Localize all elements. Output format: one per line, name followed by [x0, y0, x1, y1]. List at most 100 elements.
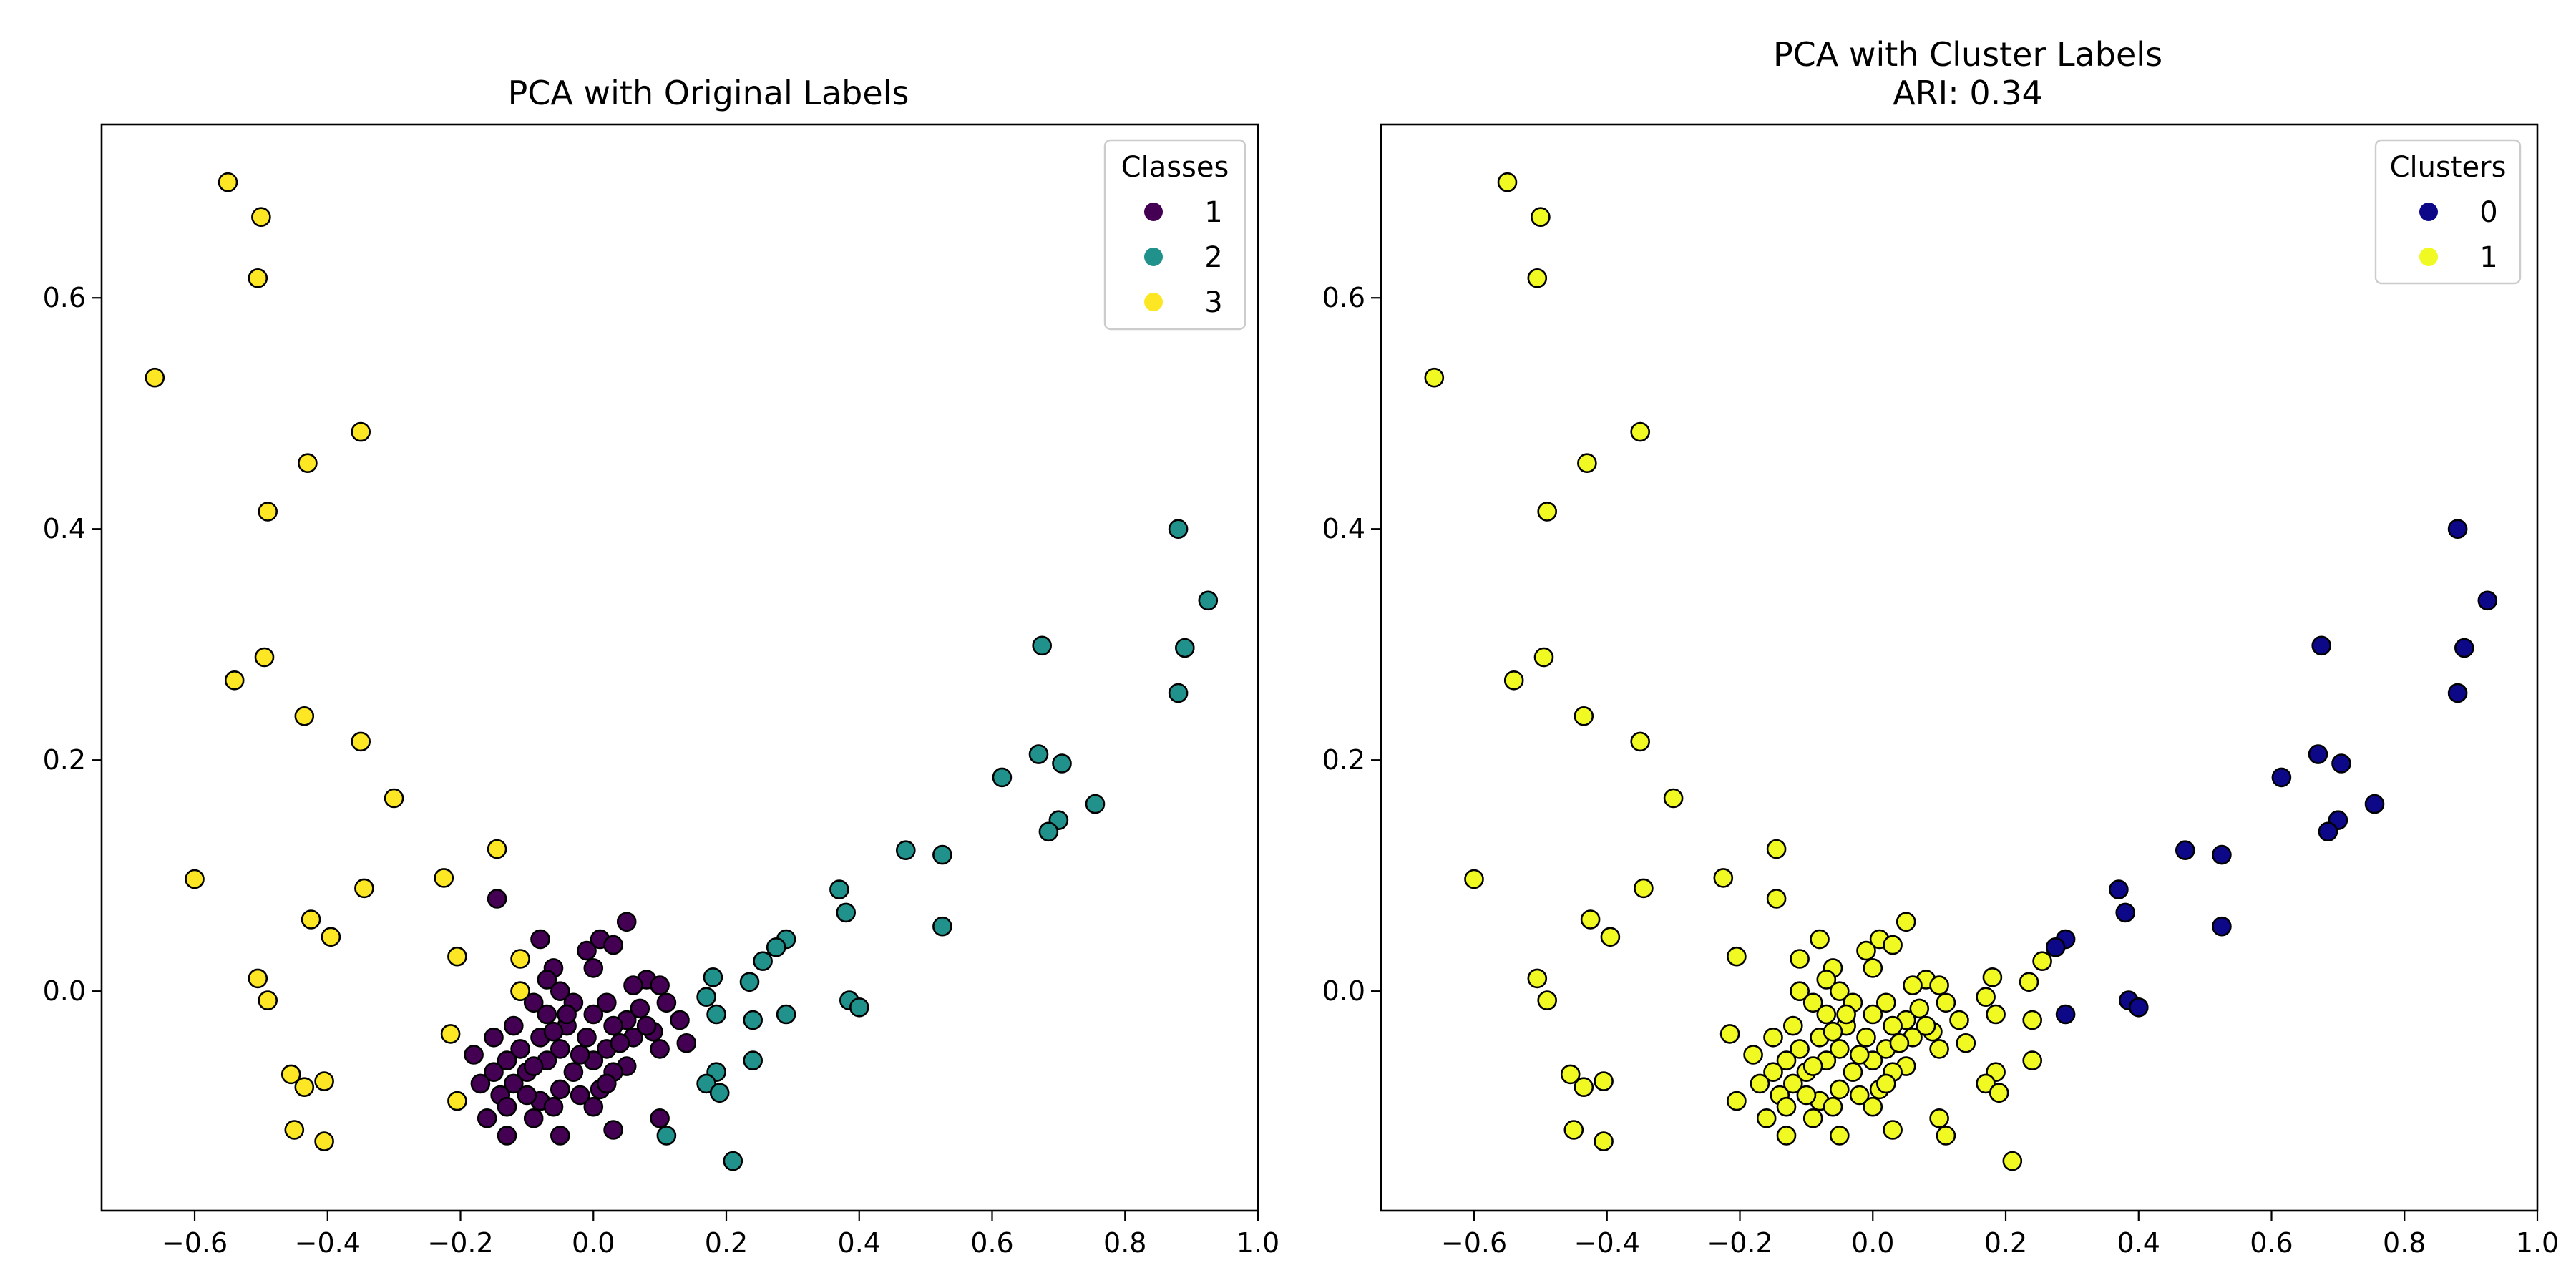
scatter-point — [258, 990, 278, 1010]
scatter-point — [1936, 1126, 1956, 1146]
scatter-point — [1085, 794, 1106, 814]
scatter-point — [1763, 1062, 1783, 1082]
scatter-point — [510, 981, 530, 1001]
scatter-point — [1776, 1126, 1797, 1146]
legend-title: Clusters — [2390, 151, 2507, 184]
legend: Classes 1 2 3 — [1103, 139, 1246, 331]
scatter-point — [1816, 970, 1837, 990]
scatter-point — [1876, 1073, 1896, 1094]
scatter-point — [1909, 998, 1930, 1019]
scatter-point — [484, 1062, 504, 1082]
scatter-point — [248, 268, 268, 288]
scatter-point — [1776, 1096, 1797, 1117]
scatter-point — [1783, 1015, 1803, 1036]
scatter-point — [1580, 909, 1601, 930]
scatter-point — [743, 1050, 763, 1070]
scatter-point — [1563, 1120, 1584, 1140]
scatter-point — [709, 1083, 730, 1103]
scatter-point — [2129, 997, 2149, 1018]
scatter-point — [550, 1039, 570, 1059]
scatter-point — [1663, 788, 1684, 809]
scatter-point — [1168, 683, 1189, 703]
scatter-point — [2447, 519, 2468, 540]
scatter-point — [829, 879, 849, 899]
x-axis: −0.6 −0.4 −0.2 0.0 0.2 0.4 0.6 0.8 1.0 — [1441, 1211, 2559, 1259]
scatter-point — [603, 1120, 623, 1140]
scatter-point — [314, 1071, 334, 1091]
y-tick-label: 0.6 — [43, 282, 86, 313]
scatter-point — [570, 1085, 590, 1106]
legend-title: Classes — [1121, 151, 1229, 184]
scatter-point — [2032, 951, 2052, 971]
scatter-point — [550, 1126, 570, 1146]
scatter-point — [1531, 207, 1551, 228]
legend-box — [1103, 139, 1246, 331]
scatter-point — [2115, 902, 2135, 923]
scatter-point — [1198, 590, 1219, 611]
scatter-point — [2447, 683, 2468, 703]
scatter-point — [932, 844, 952, 865]
scatter-point — [470, 1073, 491, 1094]
chart-title: PCA with Original Labels — [508, 74, 909, 112]
scatter-point — [992, 767, 1013, 788]
scatter-point — [1719, 1024, 1740, 1044]
x-tick-label: 0.4 — [838, 1227, 881, 1259]
scatter-point — [1727, 946, 1747, 967]
scatter-point — [258, 502, 278, 522]
scatter-point — [1790, 981, 1810, 1001]
scatter-point — [1802, 992, 1823, 1013]
scatter-point — [1497, 172, 1518, 192]
scatter-point — [650, 1108, 670, 1128]
scatter-point — [1424, 367, 1445, 388]
scatter-point — [1594, 1131, 1614, 1151]
x-tick-label: −0.2 — [427, 1227, 493, 1259]
scatter-point — [523, 1056, 544, 1076]
scatter-point — [1929, 975, 1949, 995]
legend-marker — [2419, 203, 2438, 221]
scatter-point — [1982, 967, 2003, 987]
scatter-point — [145, 367, 165, 388]
scatter-point — [440, 1024, 461, 1044]
scatter-point — [537, 1004, 557, 1025]
scatter-point — [1883, 1015, 1903, 1036]
x-tick-label: 1.0 — [1236, 1227, 1279, 1259]
scatter-point — [248, 968, 268, 989]
scatter-point — [1537, 502, 1557, 522]
scatter-point — [1823, 1021, 1843, 1042]
scatter-point — [1843, 1062, 1863, 1082]
y-tick-label: 0.6 — [1322, 282, 1365, 313]
scatter-point — [753, 951, 773, 971]
scatter-point — [776, 1004, 796, 1025]
scatter-point — [1802, 1108, 1823, 1128]
scatter-point — [2002, 1151, 2023, 1171]
y-tick-label: 0.0 — [43, 975, 86, 1007]
scatter-point — [1976, 987, 1996, 1007]
scatter-point — [1810, 929, 1830, 950]
x-tick-label: −0.4 — [1574, 1227, 1640, 1259]
scatter-point — [2318, 821, 2338, 842]
scatter-point — [849, 997, 869, 1018]
scatter-point — [218, 172, 238, 192]
scatter-point — [1727, 1091, 1747, 1111]
scatter-point — [1038, 821, 1059, 842]
scatter-point — [2308, 744, 2328, 764]
scatter-point — [503, 1073, 524, 1094]
y-tick-label: 0.2 — [43, 744, 86, 776]
scatter-point — [2022, 1010, 2042, 1030]
scatter-point — [1630, 731, 1650, 752]
scatter-point — [543, 1096, 564, 1117]
x-tick-label: 0.6 — [2250, 1227, 2293, 1259]
scatter-point — [1574, 706, 1594, 726]
legend-label: 2 — [1204, 241, 1222, 274]
scatter-point — [2212, 916, 2232, 937]
x-tick-label: 0.8 — [1103, 1227, 1146, 1259]
scatter-point — [1830, 1126, 1850, 1146]
chart-original-labels: PCA with Original Labels −0.6 −0.4 −0.2 0.0… — [43, 74, 1280, 1259]
scatter-point — [1574, 1077, 1594, 1097]
scatter-point — [530, 929, 550, 950]
scatter-point — [1175, 638, 1195, 658]
scatter-point — [706, 1004, 726, 1025]
scatter-point — [1876, 992, 1896, 1013]
scatter-point — [603, 935, 623, 955]
scatter-point — [650, 975, 670, 995]
